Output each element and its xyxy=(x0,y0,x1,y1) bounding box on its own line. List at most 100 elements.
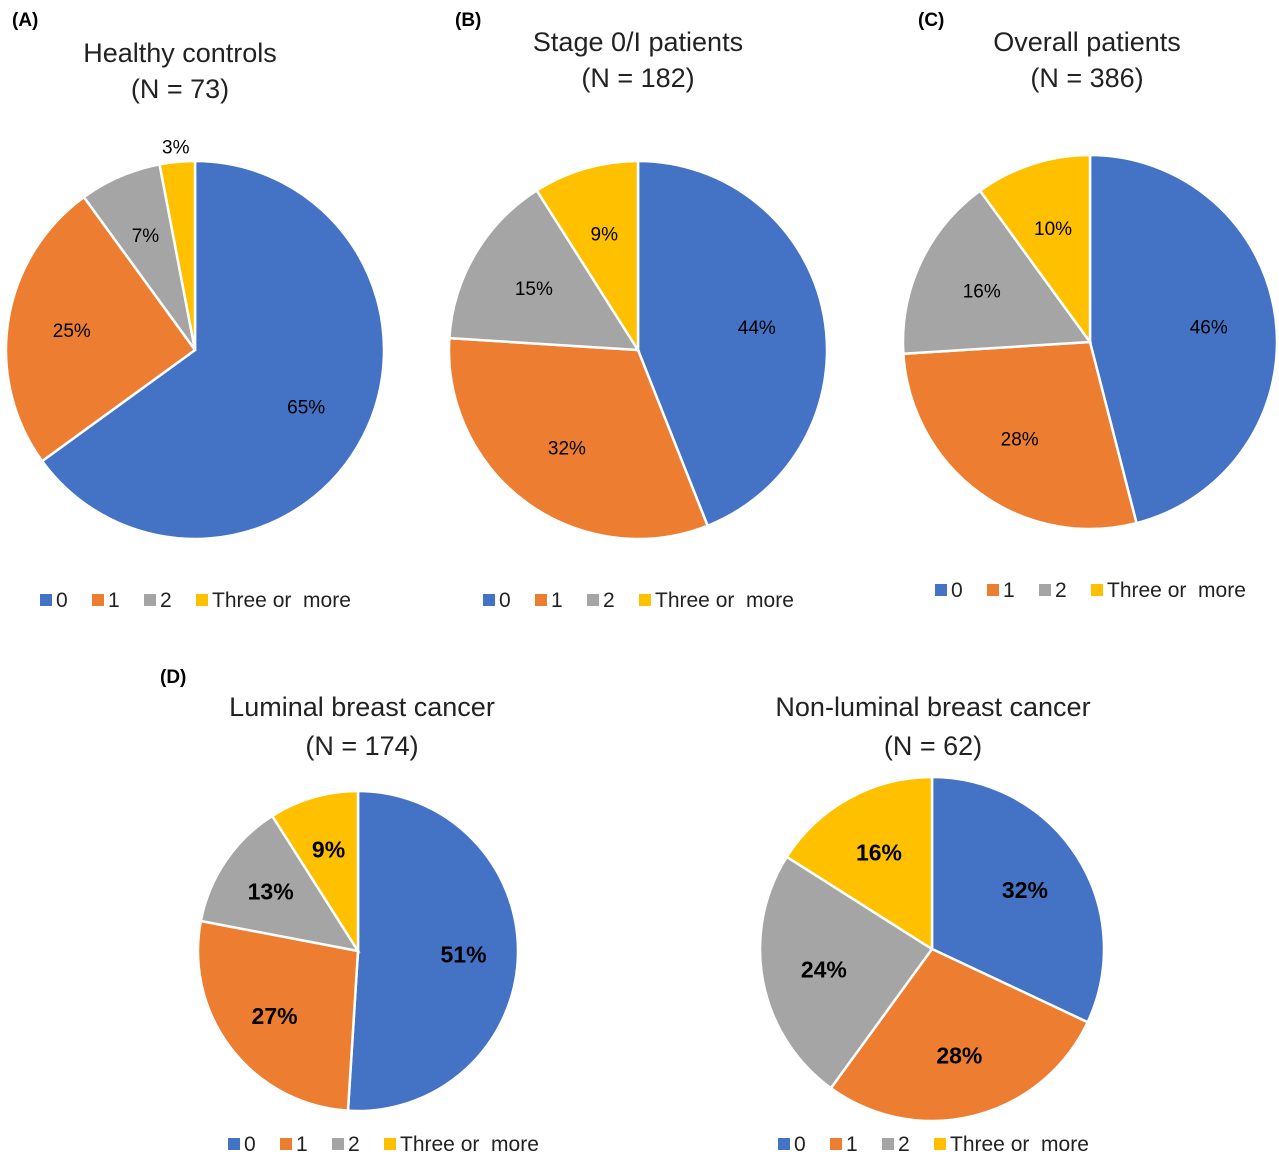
legend-label: Three or more xyxy=(212,589,351,612)
pie-slice-2 xyxy=(199,814,361,953)
slice-label: 32% xyxy=(1002,877,1048,903)
pie-slice-0 xyxy=(636,159,829,528)
pie-slice-three-or-more xyxy=(535,159,640,355)
legend-swatch-0 xyxy=(228,1138,240,1150)
pie-chart-panel: (D) Luminal breast cancer (N = 174) 51% 27% 1… xyxy=(160,667,539,1156)
legend-swatch-0 xyxy=(778,1138,790,1150)
legend: 0 1 2 Three or more xyxy=(228,1133,539,1156)
pie-slice-three-or-more xyxy=(785,775,934,952)
pie-slice-0 xyxy=(346,789,520,1113)
legend-label: 2 xyxy=(160,589,172,612)
pie-slice-1 xyxy=(4,195,197,463)
legend-label: Three or more xyxy=(655,589,794,612)
legend-swatch-0 xyxy=(40,594,52,606)
pie-slice-2 xyxy=(901,188,1093,356)
pie-chart-panel: (C) Overall patients (N = 386) 46% 28% 16% 10%… xyxy=(901,10,1279,602)
pie-slice-2 xyxy=(758,855,934,1090)
legend: 0 1 2 Three or more xyxy=(483,589,794,612)
legend: 0 1 2 Three or more xyxy=(778,1133,1089,1156)
legend-label: Three or more xyxy=(950,1133,1089,1156)
pie-slice-1 xyxy=(902,340,1139,531)
panel-letter: (C) xyxy=(918,10,944,31)
panel-letter: (B) xyxy=(455,10,481,31)
pie-subtitle: (N = 62) xyxy=(884,731,982,761)
pie-slice-1 xyxy=(196,919,360,1113)
legend-swatch-three-or-more xyxy=(1091,584,1103,596)
pie-subtitle: (N = 182) xyxy=(581,63,694,93)
slice-label: 32% xyxy=(548,439,586,460)
legend-label: 0 xyxy=(244,1133,256,1156)
legend-label: 0 xyxy=(951,579,963,602)
slice-label: 9% xyxy=(591,224,619,245)
legend-label: 2 xyxy=(603,589,615,612)
pie-slice-0 xyxy=(930,775,1106,1024)
slice-label: 51% xyxy=(441,941,487,967)
slice-label: 15% xyxy=(515,279,553,300)
legend: 0 1 2 Three or more xyxy=(935,579,1246,602)
pie-chart-panel: Non-luminal breast cancer (N = 62) 32% 28% 2… xyxy=(758,692,1106,1156)
pie-chart-panel: (B) Stage 0/I patients (N = 182) 44% 32% 15% 9… xyxy=(447,10,829,612)
legend-swatch-three-or-more xyxy=(934,1138,946,1150)
legend-swatch-2 xyxy=(587,594,599,606)
legend-label: 2 xyxy=(1055,579,1067,602)
pie-slice-2 xyxy=(448,188,641,352)
pie-slice-three-or-more xyxy=(158,159,197,351)
legend-swatch-0 xyxy=(935,584,947,596)
slice-label: 9% xyxy=(312,837,345,863)
legend-swatch-three-or-more xyxy=(196,594,208,606)
pie-subtitle: (N = 174) xyxy=(305,731,418,761)
legend-swatch-three-or-more xyxy=(384,1138,396,1150)
legend-label: 0 xyxy=(794,1133,806,1156)
slice-label: 25% xyxy=(53,321,91,342)
pie-slice-three-or-more xyxy=(270,789,360,956)
legend-label: 2 xyxy=(348,1133,360,1156)
slice-label: 16% xyxy=(963,282,1001,303)
pie-chart-panel: (A) Healthy controls (N = 73) 65% 25% 7% 3% 0 1 2… xyxy=(4,10,386,612)
legend: 0 1 2 Three or more xyxy=(40,589,351,612)
slice-label: 24% xyxy=(801,957,847,983)
legend-label: Three or more xyxy=(1107,579,1246,602)
slice-label: 3% xyxy=(162,137,190,158)
pie-subtitle: (N = 386) xyxy=(1030,63,1143,93)
slice-label: 7% xyxy=(132,226,160,247)
legend-label: 0 xyxy=(499,589,511,612)
legend-swatch-1 xyxy=(280,1138,292,1150)
pie-title: Overall patients xyxy=(993,27,1181,57)
pie-slice-0 xyxy=(1088,153,1279,525)
pie-slice-1 xyxy=(447,336,710,541)
legend-swatch-three-or-more xyxy=(639,594,651,606)
legend-label: 1 xyxy=(551,589,563,612)
slice-label: 65% xyxy=(287,397,325,418)
pie-title: Luminal breast cancer xyxy=(229,692,495,722)
legend-swatch-2 xyxy=(1039,584,1051,596)
pie-slice-1 xyxy=(829,947,1090,1123)
legend-swatch-2 xyxy=(144,594,156,606)
panel-letter: (D) xyxy=(160,667,186,688)
legend-swatch-2 xyxy=(332,1138,344,1150)
pie-title: Stage 0/I patients xyxy=(533,27,743,57)
pie-subtitle: (N = 73) xyxy=(131,74,229,104)
legend-label: Three or more xyxy=(400,1133,539,1156)
legend-swatch-1 xyxy=(830,1138,842,1150)
legend-label: 1 xyxy=(296,1133,308,1156)
legend-label: 1 xyxy=(846,1133,858,1156)
legend-label: 2 xyxy=(898,1133,910,1156)
pie-slice-0 xyxy=(40,159,386,541)
slice-label: 13% xyxy=(248,879,294,905)
legend-label: 0 xyxy=(56,589,68,612)
slice-label: 46% xyxy=(1190,318,1228,339)
legend-label: 1 xyxy=(108,589,120,612)
legend-swatch-1 xyxy=(987,584,999,596)
legend-swatch-1 xyxy=(535,594,547,606)
pie-title: Non-luminal breast cancer xyxy=(775,692,1090,722)
legend-swatch-2 xyxy=(882,1138,894,1150)
slice-label: 10% xyxy=(1034,219,1072,240)
slice-label: 28% xyxy=(936,1043,982,1069)
legend-label: 1 xyxy=(1003,579,1015,602)
pie-slice-three-or-more xyxy=(978,153,1092,346)
slice-label: 44% xyxy=(738,318,776,339)
legend-swatch-1 xyxy=(92,594,104,606)
slice-label: 28% xyxy=(1001,429,1039,450)
slice-label: 16% xyxy=(856,840,902,866)
